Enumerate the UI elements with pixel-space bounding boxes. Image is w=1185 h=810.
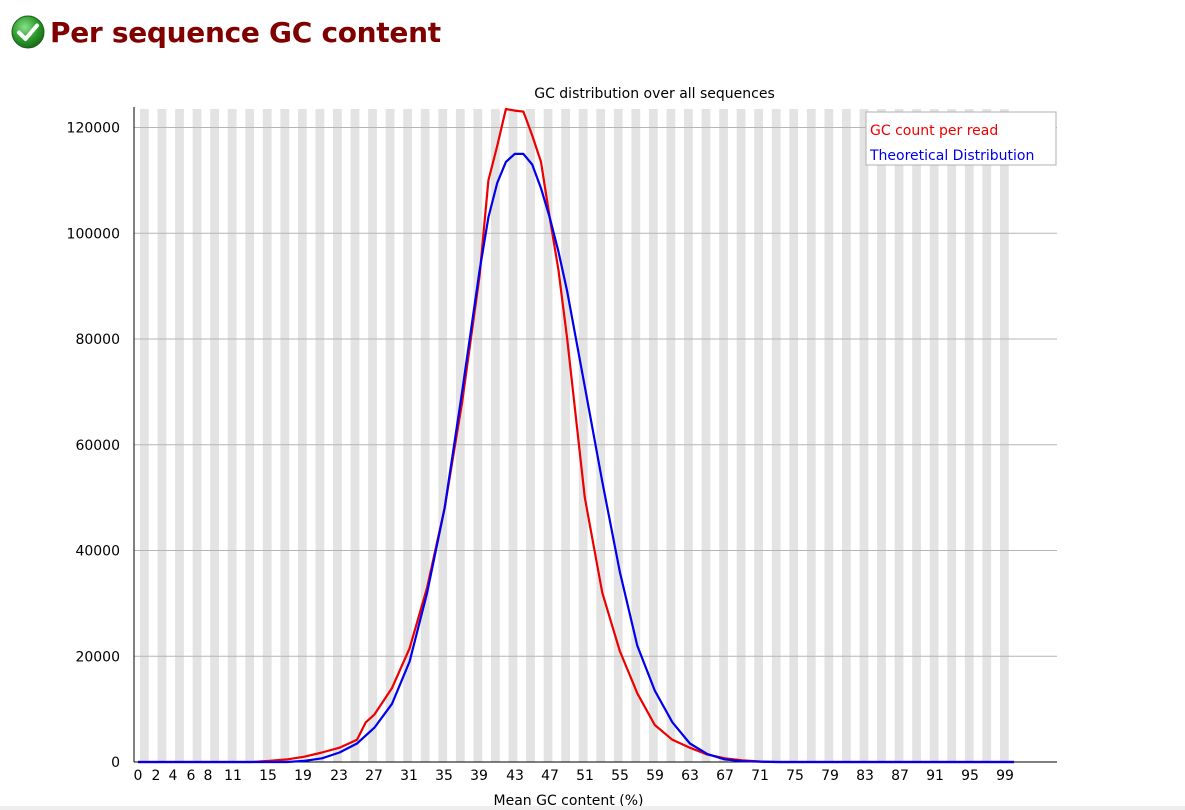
x-tick-label: 87	[891, 768, 909, 784]
x-tick-label: 55	[611, 768, 629, 784]
x-tick-label: 71	[751, 768, 769, 784]
x-tick-label: 67	[716, 768, 734, 784]
check-circle-icon	[11, 15, 45, 49]
x-tick-label: 19	[294, 768, 312, 784]
x-tick-label: 27	[365, 768, 383, 784]
grid-band	[227, 109, 237, 762]
x-tick-label: 95	[961, 768, 979, 784]
x-tick-label: 91	[926, 768, 944, 784]
grid-band	[438, 109, 448, 762]
grid-band	[578, 109, 588, 762]
x-tick-label: 75	[786, 768, 804, 784]
y-tick-label: 40000	[75, 544, 120, 560]
grid-band	[982, 109, 992, 762]
grid-band	[613, 109, 623, 762]
grid-band	[701, 109, 711, 762]
grid-band	[859, 109, 869, 762]
grid-band	[333, 109, 342, 762]
grid-band	[210, 109, 219, 762]
grid-band	[684, 109, 693, 762]
series-line-1	[138, 152, 1014, 764]
x-tick-label: 4	[169, 768, 178, 784]
x-tick-label: 79	[821, 768, 839, 784]
grid-band	[491, 109, 500, 762]
grid-band	[631, 109, 641, 762]
grid-band	[262, 109, 272, 762]
grid-band	[455, 109, 465, 762]
grid-band	[350, 109, 360, 762]
x-tick-label: 63	[681, 768, 699, 784]
x-tick-label: 99	[996, 768, 1014, 784]
y-tick-label: 0	[111, 755, 120, 771]
grid-band	[912, 109, 921, 762]
grid-band	[771, 109, 781, 762]
grid-band	[368, 109, 377, 762]
grid-band	[929, 109, 939, 762]
x-tick-label: 47	[541, 768, 559, 784]
grid-band	[175, 109, 184, 762]
grid-band	[789, 109, 799, 762]
grid-band	[947, 109, 957, 762]
x-tick-label: 0	[134, 768, 143, 784]
x-tick-label: 2	[152, 768, 161, 784]
page-header: Per sequence GC content	[10, 14, 441, 50]
grid-band	[245, 109, 255, 762]
x-tick-label: 83	[856, 768, 874, 784]
y-tick-label: 100000	[67, 226, 120, 242]
grid-band	[806, 109, 816, 762]
grid-band	[894, 109, 904, 762]
grid-band	[420, 109, 430, 762]
bottom-divider	[0, 806, 1185, 810]
grid-band	[192, 109, 202, 762]
y-tick-label: 20000	[75, 649, 120, 665]
x-tick-label: 35	[435, 768, 453, 784]
grid-band	[385, 109, 395, 762]
legend-entry: GC count per read	[870, 123, 998, 139]
x-tick-label: 43	[506, 768, 524, 784]
x-tick-label: 11	[224, 768, 242, 784]
x-tick-label: 59	[646, 768, 664, 784]
x-tick-label: 23	[330, 768, 348, 784]
x-tick-label: 51	[576, 768, 594, 784]
grid-band	[648, 109, 658, 762]
grid-band	[526, 109, 535, 762]
grid-band	[543, 109, 553, 762]
grid-band	[596, 109, 606, 762]
grid-band	[280, 109, 290, 762]
grid-band	[403, 109, 413, 762]
grid-band	[157, 109, 167, 762]
y-tick-label: 80000	[75, 332, 120, 348]
x-tick-label: 6	[187, 768, 196, 784]
y-tick-label: 120000	[67, 121, 120, 137]
grid-band	[297, 109, 307, 762]
grid-band	[824, 109, 834, 762]
grid-band	[736, 109, 746, 762]
grid-band	[754, 109, 764, 762]
grid-band	[999, 109, 1009, 762]
grid-band	[508, 109, 518, 762]
y-tick-label: 60000	[75, 438, 120, 454]
grid-band	[315, 109, 325, 762]
x-axis-label: Mean GC content (%)	[494, 793, 644, 809]
x-tick-label: 31	[400, 768, 418, 784]
grid-band	[666, 109, 676, 762]
legend-entry: Theoretical Distribution	[869, 148, 1034, 164]
grid-band	[140, 109, 149, 762]
grid-band	[842, 109, 851, 762]
grid-band	[719, 109, 728, 762]
legend-box	[865, 111, 1057, 166]
grid-band	[964, 109, 974, 762]
chart-title: GC distribution over all sequences	[534, 86, 775, 102]
x-tick-label: 39	[470, 768, 488, 784]
x-tick-label: 8	[204, 768, 213, 784]
grid-band	[561, 109, 570, 762]
grid-band	[877, 109, 886, 762]
x-tick-label: 15	[259, 768, 277, 784]
grid-band	[473, 109, 483, 762]
page-title: Per sequence GC content	[50, 15, 441, 49]
